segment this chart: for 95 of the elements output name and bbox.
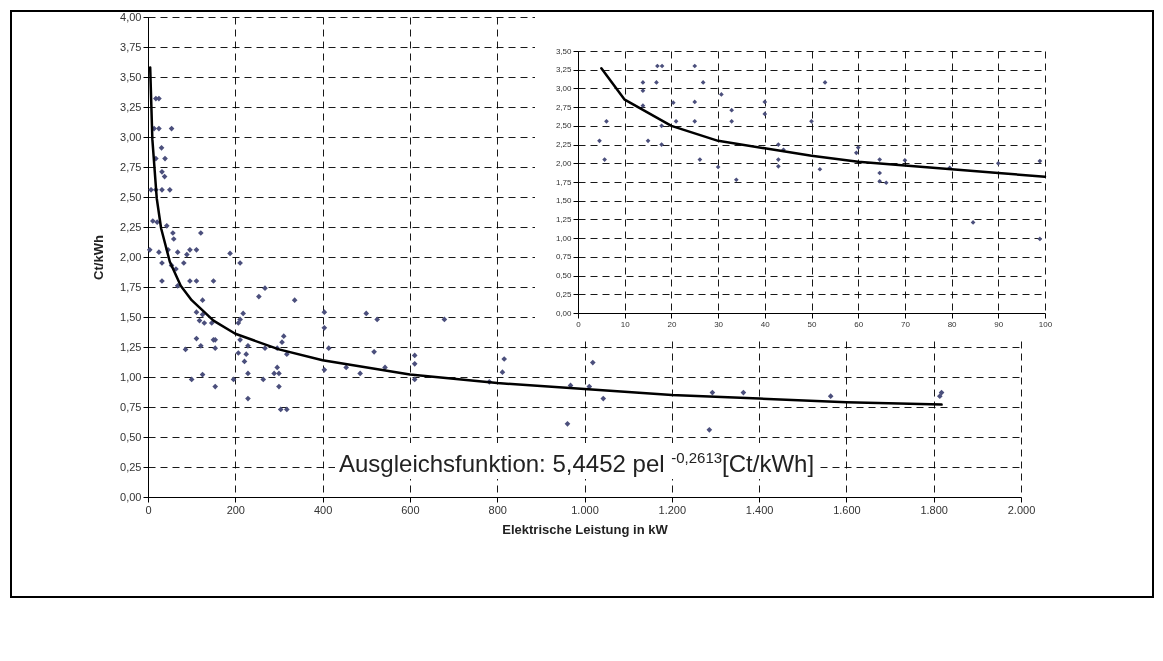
point <box>604 119 609 124</box>
point <box>719 92 724 97</box>
y-tick-label: 2,00 <box>120 250 142 263</box>
y-tick-label: 2,25 <box>555 140 573 150</box>
point <box>659 123 664 129</box>
point <box>729 107 734 113</box>
point <box>762 111 768 117</box>
point <box>877 170 883 176</box>
y-tick-label: 2,50 <box>555 121 573 131</box>
point <box>654 80 659 85</box>
point <box>692 63 698 69</box>
y-tick-label: 0,00 <box>120 490 142 503</box>
x-tick-label: 0 <box>145 503 152 516</box>
point <box>729 119 734 124</box>
x-axis-title: Elektrische Leistung in kW <box>502 521 669 537</box>
point <box>733 177 739 183</box>
y-tick-label: 0,25 <box>555 289 573 299</box>
x-tick-label: 20 <box>667 319 677 329</box>
point <box>692 99 698 105</box>
y-tick-label: 0,25 <box>120 460 142 473</box>
point <box>1037 158 1043 164</box>
point <box>877 178 883 184</box>
x-tick-label: 40 <box>760 319 771 329</box>
point <box>1037 236 1043 242</box>
y-axis-title: Ct/kWh <box>91 235 107 280</box>
x-tick-label: 400 <box>313 503 333 516</box>
point <box>645 138 651 144</box>
point <box>659 142 664 147</box>
point <box>673 119 679 124</box>
point <box>877 157 883 162</box>
point <box>700 80 706 85</box>
y-tick-label: 0,00 <box>555 308 573 318</box>
x-tick-label: 80 <box>947 319 958 329</box>
y-tick-label: 0,50 <box>120 430 142 443</box>
y-tick-label: 3,25 <box>120 100 142 113</box>
y-tick-label: 2,25 <box>120 220 142 233</box>
point <box>602 157 607 162</box>
point <box>776 157 781 162</box>
y-tick-label: 1,50 <box>555 196 573 206</box>
point <box>692 119 698 124</box>
point <box>659 63 665 69</box>
point <box>762 99 768 105</box>
y-tick-label: 2,50 <box>120 190 142 203</box>
point <box>776 163 781 169</box>
y-tick-label: 1,25 <box>555 214 573 224</box>
y-tick-label: 0,50 <box>555 271 573 281</box>
x-tick-label: 600 <box>401 503 420 516</box>
y-tick-label: 3,00 <box>555 83 573 93</box>
x-tick-label: 200 <box>226 503 245 516</box>
x-tick-label: 2.000 <box>1007 503 1036 516</box>
point <box>715 164 721 170</box>
x-tick-label: 10 <box>620 319 631 329</box>
point <box>817 166 823 172</box>
point <box>902 157 908 163</box>
y-tick-label: 1,00 <box>555 233 573 243</box>
y-tick-label: 1,75 <box>555 177 573 187</box>
y-tick-label: 2,75 <box>555 102 573 112</box>
y-tick-label: 1,50 <box>120 310 142 323</box>
point <box>640 103 646 108</box>
x-tick-label: 60 <box>854 319 864 329</box>
x-tick-label: 1.800 <box>920 503 948 516</box>
y-tick-label: 4,00 <box>120 10 142 23</box>
y-tick-label: 2,75 <box>120 160 142 173</box>
y-tick-label: 1,25 <box>120 340 142 353</box>
x-tick-label: 1.400 <box>745 503 774 516</box>
point <box>776 142 781 147</box>
x-tick-label: 90 <box>994 319 1004 329</box>
y-tick-label: 2,00 <box>555 158 573 168</box>
y-tick-label: 3,50 <box>555 46 573 56</box>
point <box>640 88 646 94</box>
y-tick-label: 3,50 <box>120 70 142 83</box>
point <box>995 160 1001 166</box>
point <box>809 119 814 124</box>
point <box>883 180 889 186</box>
x-tick-label: 0 <box>576 319 582 329</box>
x-tick-label: 100 <box>1038 319 1053 329</box>
point <box>670 100 676 105</box>
y-tick-label: 0,75 <box>120 400 142 413</box>
x-tick-label: 70 <box>900 319 911 329</box>
x-tick-label: 1.600 <box>833 503 861 516</box>
x-tick-label: 30 <box>714 319 724 329</box>
y-tick-label: 3,00 <box>120 130 142 143</box>
y-tick-label: 1,00 <box>120 370 142 383</box>
point <box>853 150 859 156</box>
point <box>855 145 861 150</box>
point <box>597 138 602 144</box>
x-tick-label: 800 <box>488 503 507 516</box>
x-tick-label: 1.200 <box>658 503 687 516</box>
y-tick-label: 1,75 <box>120 280 142 293</box>
y-tick-label: 3,25 <box>555 65 573 75</box>
y-tick-label: 0,75 <box>555 252 573 262</box>
x-tick-label: 50 <box>807 319 817 329</box>
annotation: Ausgleichsfunktion: 5,4452 pel $^{-0,2613}$[Ct/kWh] <box>335 443 819 479</box>
y-tick-label: 3,75 <box>120 40 142 53</box>
x-tick-label: 1.000 <box>571 503 599 516</box>
